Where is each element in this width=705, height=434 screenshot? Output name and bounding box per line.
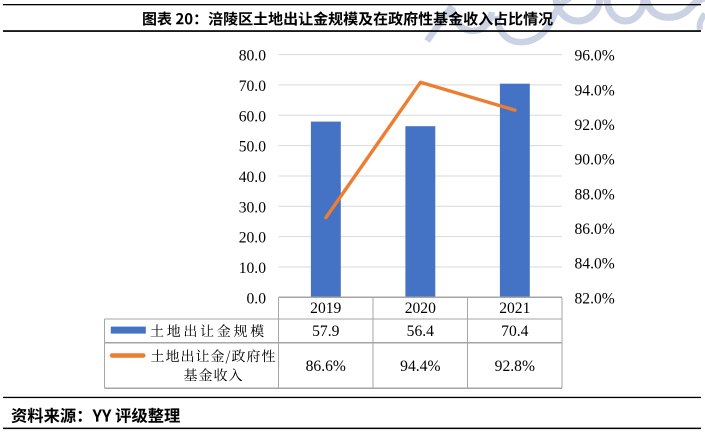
svg-text:0.0: 0.0 xyxy=(247,290,267,307)
svg-text:80.0: 80.0 xyxy=(239,48,266,65)
svg-text:56.4: 56.4 xyxy=(407,323,434,340)
svg-text:70.0: 70.0 xyxy=(239,78,266,95)
svg-text:70.4: 70.4 xyxy=(501,323,528,340)
svg-text:86.0%: 86.0% xyxy=(575,221,615,238)
svg-text:2021: 2021 xyxy=(499,300,530,317)
svg-text:50.0: 50.0 xyxy=(239,139,266,156)
svg-text:60.0: 60.0 xyxy=(239,108,266,125)
svg-text:94.4%: 94.4% xyxy=(400,358,440,375)
svg-text:57.9: 57.9 xyxy=(312,323,339,340)
svg-text:92.0%: 92.0% xyxy=(575,117,615,134)
svg-text:90.0%: 90.0% xyxy=(575,152,615,169)
svg-text:82.0%: 82.0% xyxy=(575,290,615,307)
svg-text:2019: 2019 xyxy=(310,300,341,317)
svg-text:86.6%: 86.6% xyxy=(306,358,346,375)
svg-text:40.0: 40.0 xyxy=(239,169,266,186)
svg-text:30.0: 30.0 xyxy=(239,199,266,216)
svg-text:92.8%: 92.8% xyxy=(495,358,535,375)
svg-text:96.0%: 96.0% xyxy=(575,48,615,65)
svg-text:88.0%: 88.0% xyxy=(575,186,615,203)
svg-text:10.0: 10.0 xyxy=(239,260,266,277)
svg-text:20.0: 20.0 xyxy=(239,230,266,247)
svg-text:94.0%: 94.0% xyxy=(575,82,615,99)
svg-text:84.0%: 84.0% xyxy=(575,256,615,273)
svg-text:2020: 2020 xyxy=(405,300,436,317)
